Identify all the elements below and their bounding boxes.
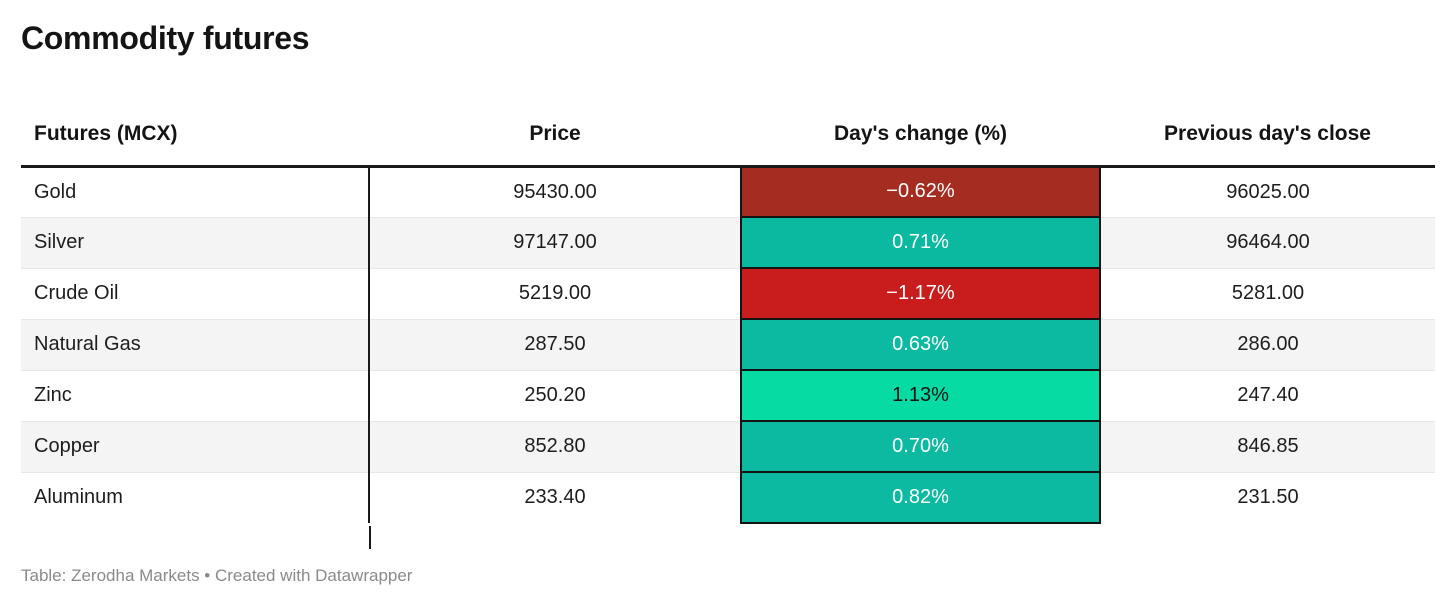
change-cell: −1.17% [740,267,1101,320]
table-row: Silver 97147.00 0.71% 96464.00 [21,216,1435,269]
futures-name-cell: Natural Gas [21,318,370,370]
prev-close-cell: 231.50 [1100,471,1435,523]
header-row: Futures (MCX) Price Day's change (%) Pre… [21,104,1435,168]
table-row: Crude Oil 5219.00 −1.17% 5281.00 [21,267,1435,320]
change-cell: 0.71% [740,216,1101,269]
prev-close-cell: 96025.00 [1100,165,1435,217]
column-divider-stub [369,526,371,549]
table-row: Gold 95430.00 −0.62% 96025.00 [21,165,1435,218]
table-body: Gold 95430.00 −0.62% 96025.00 Silver 97147.00… [21,165,1435,524]
price-cell: 97147.00 [369,216,741,268]
futures-name-cell: Zinc [21,369,370,421]
column-header-days-change: Day's change (%) [741,104,1100,168]
table-row: Zinc 250.20 1.13% 247.40 [21,369,1435,422]
table-row: Copper 852.80 0.70% 846.85 [21,420,1435,473]
change-cell: 0.70% [740,420,1101,473]
column-header-prev-close: Previous day's close [1100,104,1435,168]
futures-name-cell: Gold [21,165,370,217]
table-row: Aluminum 233.40 0.82% 231.50 [21,471,1435,524]
column-header-price: Price [369,104,741,168]
futures-name-cell: Aluminum [21,471,370,523]
change-cell: 0.63% [740,318,1101,371]
price-cell: 95430.00 [369,165,741,217]
table-row: Natural Gas 287.50 0.63% 286.00 [21,318,1435,371]
futures-name-cell: Copper [21,420,370,472]
price-cell: 250.20 [369,369,741,421]
change-cell: 1.13% [740,369,1101,422]
price-cell: 233.40 [369,471,741,523]
prev-close-cell: 247.40 [1100,369,1435,421]
price-cell: 287.50 [369,318,741,370]
chart-title: Commodity futures [21,20,310,56]
prev-close-cell: 96464.00 [1100,216,1435,268]
price-cell: 5219.00 [369,267,741,319]
table-source: Table: Zerodha Markets • Created with Da… [21,566,413,585]
change-cell: −0.62% [740,165,1101,218]
futures-name-cell: Silver [21,216,370,268]
prev-close-cell: 846.85 [1100,420,1435,472]
prev-close-cell: 5281.00 [1100,267,1435,319]
futures-name-cell: Crude Oil [21,267,370,319]
column-header-futures: Futures (MCX) [21,104,369,168]
table-header: Futures (MCX) Price Day's change (%) Pre… [21,104,1435,168]
prev-close-cell: 286.00 [1100,318,1435,370]
change-cell: 0.82% [740,471,1101,524]
commodity-futures-table: Futures (MCX) Price Day's change (%) Pre… [21,104,1435,524]
price-cell: 852.80 [369,420,741,472]
